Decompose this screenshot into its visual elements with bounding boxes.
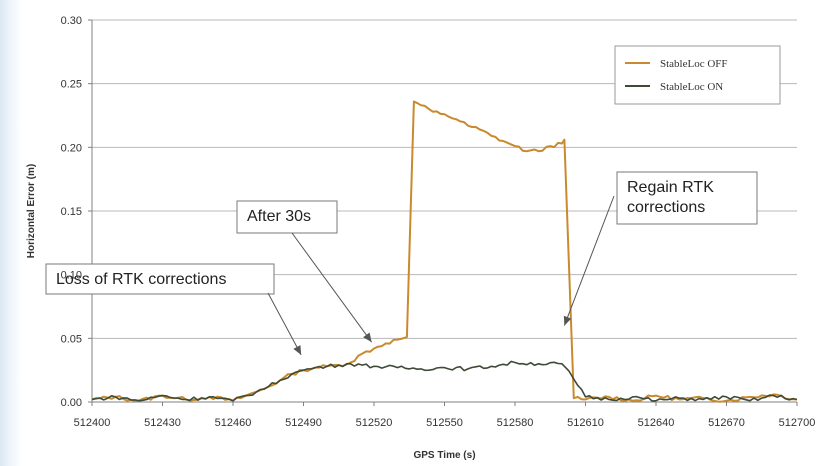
x-tick-label: 512400	[74, 417, 111, 429]
x-tick-label: 512640	[638, 417, 675, 429]
y-tick-label: 0.30	[61, 15, 82, 27]
callout-arrowhead	[563, 315, 572, 326]
callout-box	[236, 200, 338, 234]
x-tick-label: 512490	[285, 417, 322, 429]
callout-text: Loss of RTK corrections	[56, 271, 226, 288]
y-tick-label: 0.25	[61, 79, 82, 91]
y-axis-title: Horizontal Error (m)	[26, 164, 37, 258]
y-tick-label: 0.10	[61, 270, 82, 282]
callout-arrow-line	[291, 232, 373, 343]
callout-arrowhead	[363, 332, 372, 343]
legend-label: StableLoc ON	[660, 81, 723, 93]
x-tick-label: 512550	[426, 417, 463, 429]
callout-text: Regain RTK	[627, 179, 714, 196]
annotation-layer: Loss of RTK corrections After 30s Regain R…	[45, 171, 758, 356]
x-tick-label: 512670	[708, 417, 745, 429]
x-tick-label: 512460	[215, 417, 252, 429]
legend: StableLoc OFF StableLoc ON	[614, 45, 781, 105]
y-tick-label: 0.00	[61, 397, 82, 409]
annotation-callout: After 30s	[236, 200, 373, 343]
annotation-callout: Regain RTK corrections	[563, 171, 758, 326]
y-tick-label: 0.20	[61, 142, 82, 154]
x-tick-label: 512520	[356, 417, 393, 429]
legend-box	[614, 45, 781, 105]
series-line-stablelock-on	[91, 360, 798, 402]
x-tick-label: 512700	[779, 417, 816, 429]
series-line-stablelock-off	[91, 100, 798, 403]
y-tick-label: 0.05	[61, 333, 82, 345]
callout-arrowhead	[293, 345, 302, 355]
y-tick-label: 0.15	[61, 206, 82, 218]
series-layer	[91, 100, 798, 403]
callout-arrow-line	[267, 292, 302, 356]
annotation-callout: Loss of RTK corrections	[45, 263, 302, 356]
x-tick-label: 512430	[144, 417, 181, 429]
x-axis-title: GPS Time (s)	[413, 450, 475, 461]
x-tick-label: 512610	[567, 417, 604, 429]
callout-box	[616, 171, 758, 225]
callout-arrow-line	[563, 195, 615, 326]
callout-text: corrections	[627, 199, 705, 216]
x-tick-label: 512580	[497, 417, 534, 429]
axis-layer	[88, 19, 798, 406]
callout-box	[45, 263, 275, 295]
legend-label: StableLoc OFF	[660, 58, 728, 70]
callout-text: After 30s	[247, 208, 311, 225]
axis-labels: 0.00 0.05 0.10 0.15 0.20 0.25 0.30 512400 512430…	[26, 15, 815, 461]
